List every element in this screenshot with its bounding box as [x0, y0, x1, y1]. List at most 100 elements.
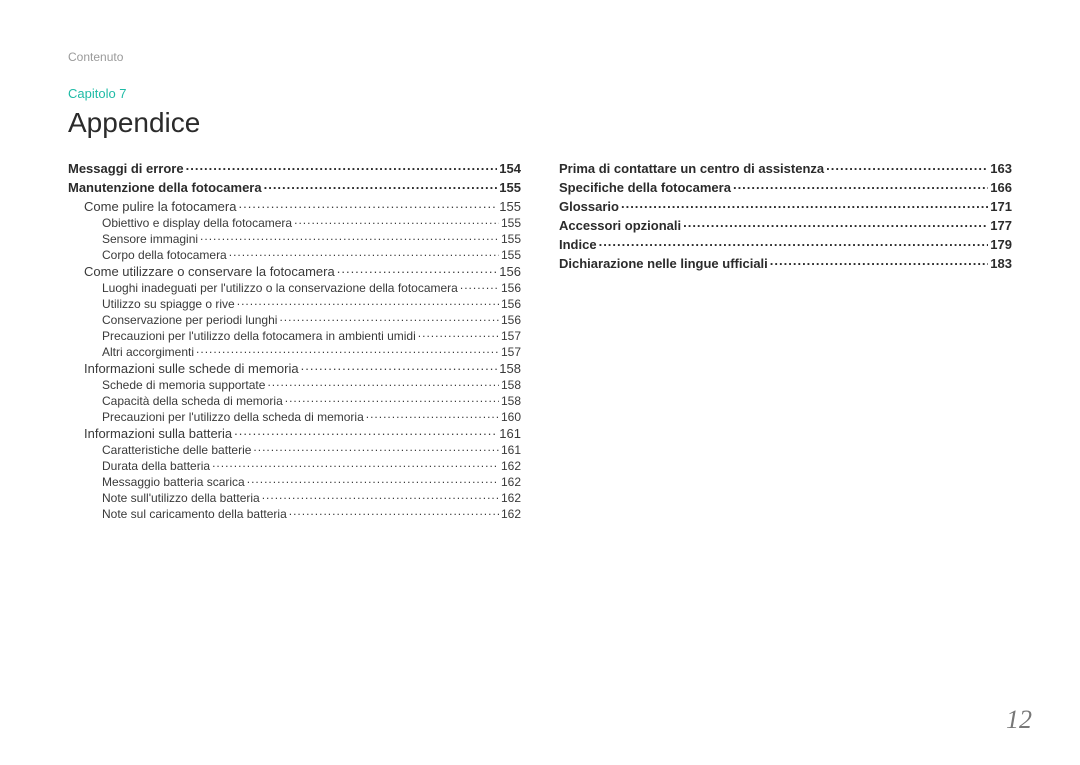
toc-entry-page: 160 [501, 410, 521, 424]
toc-entry[interactable]: Accessori opzionali177 [559, 217, 1012, 233]
chapter-label: Capitolo 7 [68, 86, 1012, 101]
toc-entry[interactable]: Obiettivo e display della fotocamera155 [68, 215, 521, 230]
toc-entry-label: Messaggio batteria scarica [102, 475, 245, 489]
toc-entry-label: Luoghi inadeguati per l'utilizzo o la co… [102, 281, 458, 295]
toc-entry[interactable]: Durata della batteria 162 [68, 458, 521, 473]
toc-entry[interactable]: Note sul caricamento della batteria 162 [68, 506, 521, 521]
toc-entry-label: Manutenzione della fotocamera [68, 180, 262, 195]
toc-entry-page: 156 [499, 264, 521, 279]
toc-entry-label: Precauzioni per l'utilizzo della fotocam… [102, 329, 416, 343]
toc-entry-label: Informazioni sulle schede di memoria [84, 361, 299, 376]
toc-entry-page: 158 [501, 394, 521, 408]
section-header: Contenuto [68, 50, 1012, 64]
toc-entry[interactable]: Note sull'utilizzo della batteria 162 [68, 490, 521, 505]
toc-entry-page: 183 [990, 256, 1012, 271]
toc-leader-dots [733, 179, 988, 192]
toc-entry-page: 166 [990, 180, 1012, 195]
toc-entry[interactable]: Schede di memoria supportate 158 [68, 377, 521, 392]
toc-leader-dots [238, 198, 497, 211]
toc-entry[interactable]: Precauzioni per l'utilizzo della scheda … [68, 409, 521, 424]
toc-leader-dots [229, 247, 499, 259]
toc-entry[interactable]: Utilizzo su spiagge o rive156 [68, 296, 521, 311]
toc-entry-label: Messaggi di errore [68, 161, 184, 176]
toc-entry-page: 158 [499, 361, 521, 376]
toc-entry[interactable]: Informazioni sulla batteria 161 [68, 425, 521, 441]
toc-leader-dots [212, 458, 499, 470]
toc-entry[interactable]: Corpo della fotocamera 155 [68, 247, 521, 262]
toc-leader-dots [599, 236, 989, 249]
toc-entry-label: Schede di memoria supportate [102, 378, 265, 392]
toc-leader-dots [200, 231, 499, 243]
toc-entry-page: 155 [501, 216, 521, 230]
toc-entry-label: Precauzioni per l'utilizzo della scheda … [102, 410, 364, 424]
toc-entry-label: Capacità della scheda di memoria [102, 394, 283, 408]
toc-entry-page: 155 [501, 248, 521, 262]
toc-leader-dots [267, 377, 499, 389]
toc-entry-label: Note sull'utilizzo della batteria [102, 491, 260, 505]
toc-leader-dots [460, 280, 499, 292]
toc-entry[interactable]: Dichiarazione nelle lingue ufficiali 183 [559, 255, 1012, 271]
toc-entry[interactable]: Manutenzione della fotocamera 155 [68, 179, 521, 195]
toc-entry-label: Indice [559, 237, 597, 252]
toc-leader-dots [237, 296, 499, 308]
toc-entry-label: Come pulire la fotocamera [84, 199, 236, 214]
toc-entry[interactable]: Capacità della scheda di memoria 158 [68, 393, 521, 408]
toc-entry-page: 162 [501, 491, 521, 505]
toc-entry-page: 156 [501, 313, 521, 327]
toc-leader-dots [289, 506, 499, 518]
toc-entry-page: 179 [990, 237, 1012, 252]
toc-leader-dots [279, 312, 499, 324]
toc-entry-page: 156 [501, 281, 521, 295]
toc-entry[interactable]: Come utilizzare o conservare la fotocame… [68, 263, 521, 279]
toc-entry-label: Caratteristiche delle batterie [102, 443, 251, 457]
toc-entry-label: Informazioni sulla batteria [84, 426, 232, 441]
toc-entry[interactable]: Altri accorgimenti 157 [68, 344, 521, 359]
toc-entry[interactable]: Glossario 171 [559, 198, 1012, 214]
toc-entry-label: Durata della batteria [102, 459, 210, 473]
toc-entry[interactable]: Caratteristiche delle batterie 161 [68, 442, 521, 457]
toc-entry[interactable]: Precauzioni per l'utilizzo della fotocam… [68, 328, 521, 343]
toc-entry-page: 161 [501, 443, 521, 457]
toc-entry[interactable]: Conservazione per periodi lunghi156 [68, 312, 521, 327]
toc-leader-dots [285, 393, 499, 405]
toc-leader-dots [337, 263, 498, 276]
toc-entry[interactable]: Prima di contattare un centro di assiste… [559, 160, 1012, 176]
toc-entry-label: Glossario [559, 199, 619, 214]
toc-leader-dots [770, 255, 989, 268]
toc-entry[interactable]: Luoghi inadeguati per l'utilizzo o la co… [68, 280, 521, 295]
toc-entry-label: Come utilizzare o conservare la fotocame… [84, 264, 335, 279]
toc-entry-label: Note sul caricamento della batteria [102, 507, 287, 521]
toc-entry-page: 162 [501, 459, 521, 473]
toc-entry-page: 155 [499, 180, 521, 195]
toc-leader-dots [264, 179, 498, 192]
toc-left-column: Messaggi di errore 154 Manutenzione della … [68, 157, 521, 522]
toc-leader-dots [186, 160, 498, 173]
toc-entry-page: 171 [990, 199, 1012, 214]
toc-entry-page: 161 [499, 426, 521, 441]
toc-entry-page: 162 [501, 475, 521, 489]
toc-entry[interactable]: Indice 179 [559, 236, 1012, 252]
toc-entry-page: 154 [499, 161, 521, 176]
toc-entry-page: 162 [501, 507, 521, 521]
toc-entry-page: 155 [499, 199, 521, 214]
toc-entry[interactable]: Messaggio batteria scarica 162 [68, 474, 521, 489]
toc-leader-dots [301, 360, 498, 373]
toc-entry[interactable]: Specifiche della fotocamera166 [559, 179, 1012, 195]
toc-entry-label: Altri accorgimenti [102, 345, 194, 359]
toc-entry-label: Prima di contattare un centro di assiste… [559, 161, 824, 176]
toc-entry[interactable]: Informazioni sulle schede di memoria 158 [68, 360, 521, 376]
toc-leader-dots [683, 217, 988, 230]
toc-leader-dots [196, 344, 499, 356]
toc-entry-label: Corpo della fotocamera [102, 248, 227, 262]
toc-entry[interactable]: Come pulire la fotocamera 155 [68, 198, 521, 214]
toc-leader-dots [366, 409, 499, 421]
toc-entry-page: 158 [501, 378, 521, 392]
toc-entry[interactable]: Sensore immagini155 [68, 231, 521, 246]
toc-leader-dots [621, 198, 988, 211]
toc-entry-page: 163 [990, 161, 1012, 176]
toc-entry-page: 157 [501, 345, 521, 359]
toc-entry-label: Dichiarazione nelle lingue ufficiali [559, 256, 768, 271]
toc-entry-page: 155 [501, 232, 521, 246]
toc-entry[interactable]: Messaggi di errore 154 [68, 160, 521, 176]
toc-leader-dots [262, 490, 499, 502]
